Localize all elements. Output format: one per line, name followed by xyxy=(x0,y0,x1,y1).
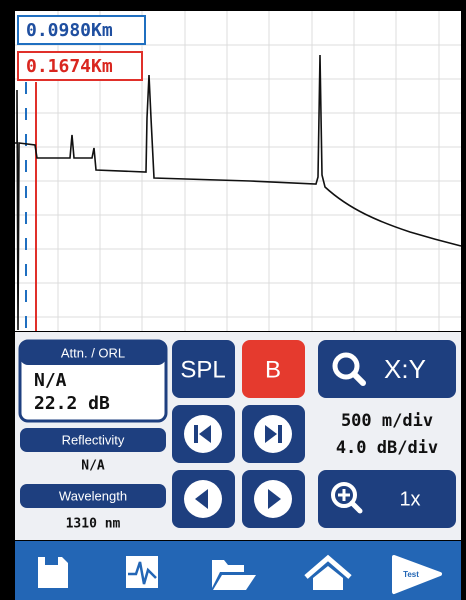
attn-header: Attn. / ORL xyxy=(61,345,125,360)
wavelength-header: Wavelength xyxy=(59,488,127,503)
left-icon xyxy=(184,480,222,518)
attn-value: N/A xyxy=(34,370,67,391)
skip-forward-icon xyxy=(254,415,292,453)
vertical-scale: 4.0 dB/div xyxy=(336,438,438,458)
spl-label: SPL xyxy=(180,356,225,383)
wavelength-value: 1310 nm xyxy=(66,517,121,532)
b-label: B xyxy=(265,356,281,383)
reflectivity-header: Reflectivity xyxy=(62,432,125,447)
marker-b-label: 0.1674Km xyxy=(26,56,113,77)
skip-back-icon xyxy=(184,415,222,453)
trace-icon[interactable] xyxy=(126,556,158,588)
page: {"markers":{"a":"0.0980Km","b":"0.1674Km… xyxy=(0,0,466,600)
test-label: Test xyxy=(403,570,419,579)
otdr-screen: 0.0980Km 0.1674Km Attn. / ORL N/A 22.2 d… xyxy=(0,0,466,600)
right-icon xyxy=(254,480,292,518)
save-icon[interactable] xyxy=(38,557,68,588)
zoom-button[interactable] xyxy=(318,470,456,528)
zoom-label: 1x xyxy=(399,488,420,510)
marker-a-label: 0.0980Km xyxy=(26,20,113,41)
horizontal-scale: 500 m/div xyxy=(341,411,433,431)
xy-label: X:Y xyxy=(384,354,426,384)
orl-value: 22.2 dB xyxy=(34,393,110,414)
reflectivity-value: N/A xyxy=(81,459,105,474)
